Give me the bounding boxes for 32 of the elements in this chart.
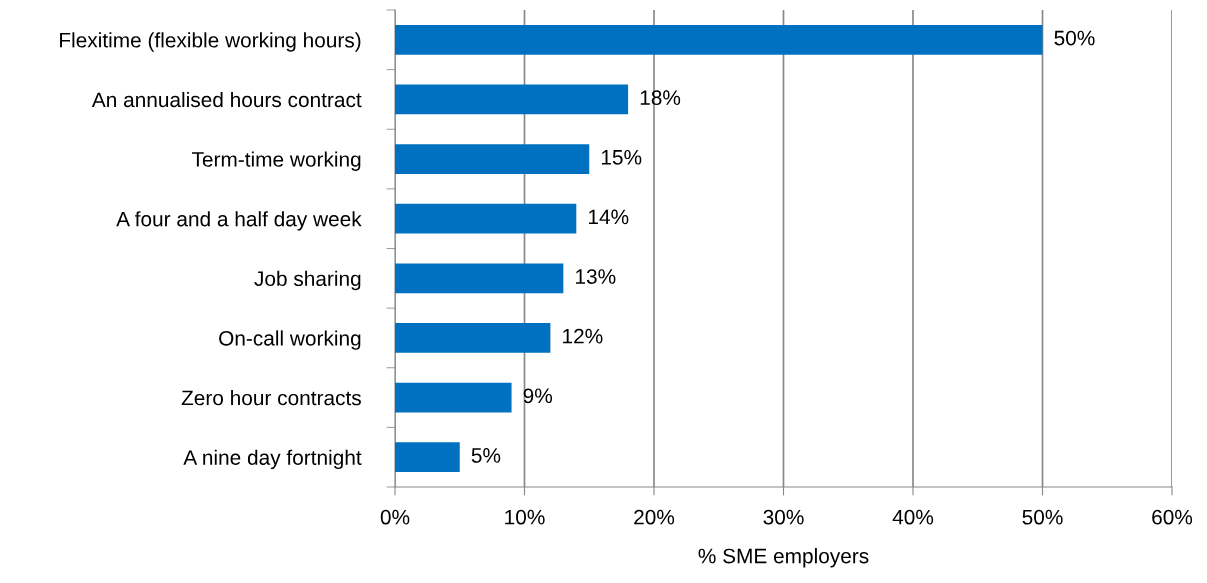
- bar: [395, 24, 1043, 55]
- y-tick-label: Job sharing: [254, 270, 361, 291]
- x-tick-label: 60%: [1152, 509, 1193, 525]
- bar: [395, 382, 512, 413]
- y-tick-label: A nine day fortnight: [183, 449, 362, 470]
- bar: [395, 442, 460, 473]
- x-axis-title: % SME employers: [698, 548, 869, 568]
- bar: [395, 144, 590, 174]
- data-label: 13%: [576, 269, 616, 284]
- x-tick-label: 20%: [634, 509, 675, 525]
- bar: [395, 84, 629, 115]
- x-tick-label: 30%: [763, 509, 804, 525]
- bar: [395, 203, 577, 234]
- y-tick-label: Term-time working: [191, 151, 361, 171]
- data-label: 15%: [601, 149, 642, 165]
- bar: [395, 263, 564, 294]
- data-label: 5%: [471, 448, 501, 463]
- x-tick-label: 40%: [892, 509, 934, 525]
- data-label: 9%: [523, 388, 553, 404]
- x-tick-label: 50%: [1022, 509, 1063, 525]
- data-label: 12%: [563, 328, 603, 344]
- y-tick-label: Flexitime (flexible working hours): [60, 32, 361, 52]
- y-tick-label: An annualised hours contract: [91, 91, 362, 108]
- data-label: 50%: [1054, 30, 1095, 46]
- y-tick-label: On-call working: [219, 330, 361, 350]
- x-tick-label: 0%: [380, 509, 410, 525]
- bar: [395, 323, 551, 353]
- data-label: 14%: [589, 209, 629, 225]
- y-tick-label: A four and a half day week: [116, 211, 362, 231]
- data-label: 18%: [640, 90, 681, 106]
- x-tick-label: 10%: [505, 509, 545, 525]
- y-tick-label: Zero hour contracts: [181, 390, 361, 406]
